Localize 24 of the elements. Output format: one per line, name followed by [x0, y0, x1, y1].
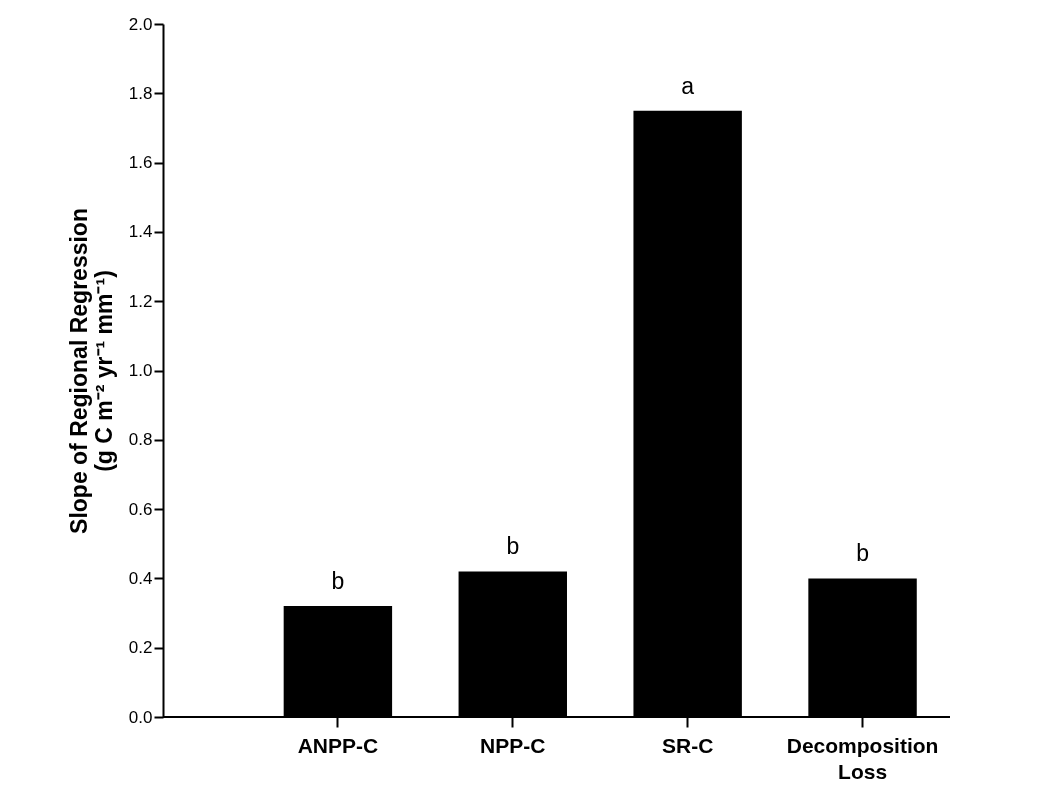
x-tick-label: SR-C [661, 733, 714, 757]
x-tick-label: ANPP-C [297, 733, 379, 757]
x-tick-label: Decomposition Loss [786, 733, 939, 783]
bar [808, 578, 917, 717]
y-tick-label: 1.0 [128, 361, 153, 380]
bar [633, 110, 742, 717]
bar [458, 571, 567, 717]
y-tick-label: 1.6 [128, 153, 153, 173]
annotation: b [331, 568, 345, 595]
y-tick-label: 0.8 [128, 430, 153, 450]
y-tick-label: 1.2 [128, 291, 153, 311]
x-tick-label: NPP-C [480, 733, 546, 757]
y-tick-label: 0.0 [128, 707, 153, 727]
annotation: b [856, 540, 869, 567]
y-axis-title: Slope of Regional Regression (g C m⁻² yr⁻¹ mm⁻¹) [65, 208, 117, 534]
annotation: b [506, 533, 520, 560]
bar [283, 606, 393, 717]
y-tick-label: 1.8 [128, 83, 153, 103]
y-tick-label: 0.6 [128, 499, 153, 519]
y-tick-label: 2.0 [128, 14, 153, 34]
y-tick-label: 1.4 [128, 222, 153, 242]
y-tick-label: 0.4 [128, 568, 153, 588]
annotation: a [681, 72, 695, 99]
y-tick-label: 0.2 [128, 638, 153, 658]
